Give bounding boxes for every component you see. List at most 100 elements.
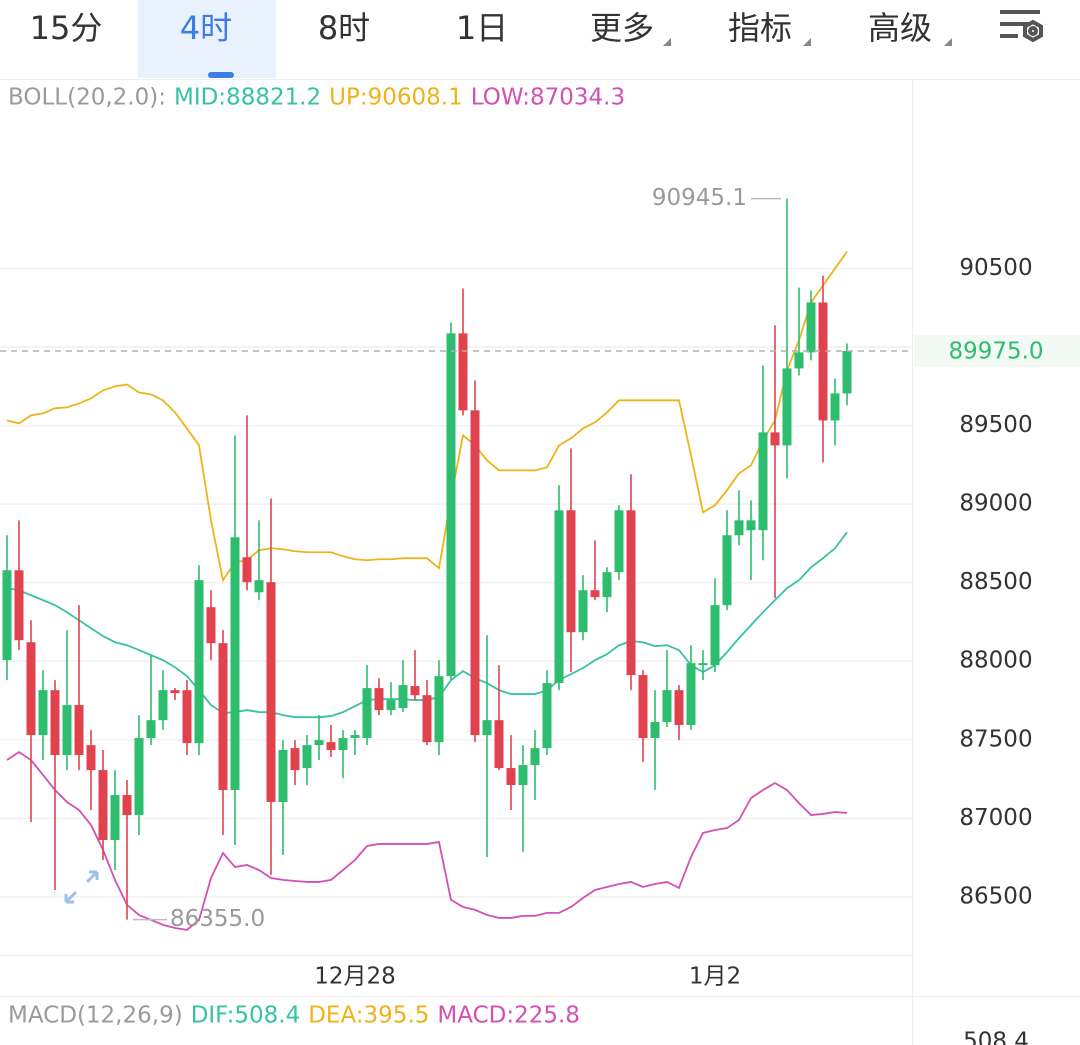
y-tick-label: 86500 (959, 883, 1032, 909)
y-tick-label: 89500 (959, 412, 1032, 438)
candle-body (26, 642, 36, 736)
candle-body (242, 557, 252, 583)
candle-body (842, 350, 852, 394)
tab[interactable]: 4时 (180, 9, 232, 47)
candle-body (662, 690, 672, 723)
candle-body (794, 352, 804, 369)
candle-body (170, 690, 180, 694)
candle-body (830, 393, 840, 421)
tab[interactable]: 8时 (318, 9, 370, 47)
legend-entry: MACD(12,26,9) (8, 1003, 183, 1029)
candle-body (626, 510, 636, 676)
candle-body (338, 738, 348, 750)
candle-body (218, 643, 228, 791)
candle-body (146, 720, 156, 739)
candle-body (758, 432, 768, 531)
active-tab-bg (138, 0, 276, 78)
settings-icon[interactable] (1000, 10, 1043, 43)
last-price-box (914, 334, 1080, 367)
candle-body (710, 605, 720, 666)
x-tick-label: 1月2 (689, 964, 741, 990)
candle-body (614, 510, 624, 573)
candle-body (362, 688, 372, 739)
candle-body (542, 683, 552, 749)
boll-line (6, 251, 848, 583)
candle-body (782, 368, 792, 446)
y-tick-label: 88000 (959, 648, 1032, 674)
candle-body (2, 570, 12, 661)
candle-body (182, 690, 192, 744)
y-tick-label: 90500 (959, 255, 1032, 281)
candle-body (290, 748, 300, 771)
candle-body (122, 795, 132, 816)
candle-body (482, 720, 492, 736)
tab[interactable]: 高级 (868, 9, 932, 47)
candle-body (806, 302, 816, 353)
candle-body (194, 580, 204, 744)
legend-entry: LOW:87034.3 (471, 85, 625, 111)
candle-body (134, 738, 144, 816)
legend-entry: DEA:395.5 (308, 1003, 429, 1029)
candle-body (158, 690, 168, 721)
candle-body (326, 742, 336, 750)
candle-body (566, 510, 576, 633)
macd-axis-label: 508.4 (963, 1029, 1029, 1045)
candle-body (818, 302, 828, 421)
candle-body (506, 768, 516, 786)
candle-body (446, 333, 456, 677)
candle-body (674, 690, 684, 726)
dropdown-arrow (803, 38, 811, 46)
tab[interactable]: 1日 (456, 9, 508, 47)
y-tick-label: 87000 (959, 805, 1032, 831)
candle-body (434, 676, 444, 743)
tab[interactable]: 15分 (30, 9, 103, 47)
legend-entry: MACD:225.8 (437, 1003, 580, 1029)
candle-body (650, 722, 660, 739)
candle-body (698, 663, 708, 666)
candle-body (206, 607, 216, 644)
candle-body (458, 333, 468, 411)
candle-body (746, 520, 756, 531)
candle-body (374, 688, 384, 711)
candle-body (14, 570, 24, 641)
candle-body (74, 705, 84, 756)
candle-body (254, 580, 264, 593)
x-tick-label: 12月28 (314, 964, 396, 990)
boll-line (6, 750, 848, 931)
legend-entry: MID:88821.2 (174, 85, 321, 111)
candle-body (86, 745, 96, 771)
expand-icon[interactable] (64, 870, 99, 904)
candle-body (770, 432, 780, 446)
candle-body (302, 745, 312, 769)
candle-body (410, 686, 420, 696)
candle-body (590, 590, 600, 598)
low-label: 86355.0 (170, 906, 265, 932)
legend-entry: DIF:508.4 (191, 1003, 301, 1029)
candle-body (398, 685, 408, 709)
candle-body (494, 720, 504, 769)
candle-body (50, 690, 60, 756)
candle-body (470, 410, 480, 736)
candle-body (230, 537, 240, 791)
legend-entry: BOLL(20,2.0): (8, 85, 166, 111)
y-tick-label: 88500 (959, 569, 1032, 595)
tab[interactable]: 更多 (590, 9, 654, 47)
candle-body (38, 690, 48, 736)
candle-body (578, 590, 588, 633)
active-tab-underline (208, 72, 234, 78)
candle-body (734, 520, 744, 536)
high-label: 90945.1 (652, 185, 747, 211)
candle-body (422, 695, 432, 743)
candle-body (314, 740, 324, 746)
legend-entry: UP:90608.1 (329, 85, 463, 111)
candle-body (554, 510, 564, 684)
last-price-label: 89975.0 (948, 338, 1043, 364)
dropdown-arrow (663, 38, 671, 46)
candle-body (386, 700, 396, 711)
y-tick-label: 87500 (959, 726, 1032, 752)
candle-body (602, 572, 612, 598)
candle-body (518, 765, 528, 786)
tab[interactable]: 指标 (728, 9, 792, 47)
